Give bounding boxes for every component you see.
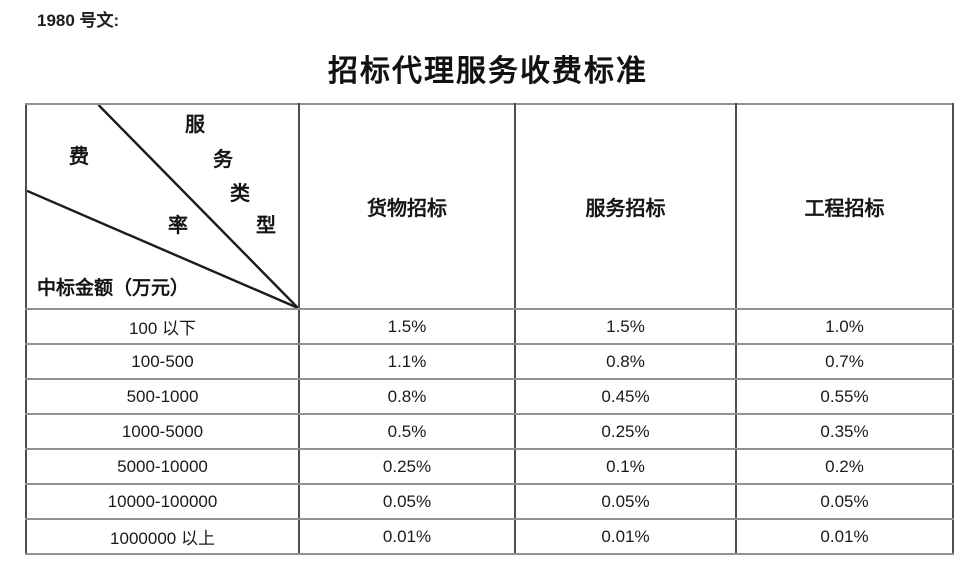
table-row: 1000-5000 0.5% 0.25% 0.35% xyxy=(25,413,954,450)
table-row: 500-1000 0.8% 0.45% 0.55% xyxy=(25,378,954,415)
works-rate-cell: 0.55% xyxy=(735,378,954,415)
service-rate-cell: 0.45% xyxy=(514,378,737,415)
amount-range-cell: 1000-5000 xyxy=(25,413,300,450)
table-row: 100 以下 1.5% 1.5% 1.0% xyxy=(25,308,954,345)
service-rate-cell: 0.01% xyxy=(514,518,737,555)
goods-rate-cell: 1.5% xyxy=(298,308,516,345)
table-header-row: 费 服 务 类 率 型 中标金额（万元） 货物招标 服务招标 工程招标 xyxy=(25,103,954,310)
corner-word-fee-1: 费 xyxy=(69,146,89,168)
goods-rate-cell: 1.1% xyxy=(298,343,516,380)
service-rate-cell: 0.25% xyxy=(514,413,737,450)
amount-range-cell: 5000-10000 xyxy=(25,448,300,485)
corner-word-fee-2: 率 xyxy=(168,215,188,237)
corner-word-type-2: 务 xyxy=(213,149,233,171)
works-rate-cell: 0.2% xyxy=(735,448,954,485)
row-axis-label: 中标金额（万元） xyxy=(37,278,190,299)
works-rate-cell: 0.7% xyxy=(735,343,954,380)
works-rate-cell: 0.05% xyxy=(735,483,954,520)
service-rate-cell: 0.1% xyxy=(514,448,737,485)
works-rate-cell: 1.0% xyxy=(735,308,954,345)
table-row: 10000-100000 0.05% 0.05% 0.05% xyxy=(25,483,954,520)
table-row: 5000-10000 0.25% 0.1% 0.2% xyxy=(25,448,954,485)
goods-rate-cell: 0.8% xyxy=(298,378,516,415)
col-header-services: 服务招标 xyxy=(514,103,737,310)
amount-range-cell: 1000000 以上 xyxy=(25,518,300,555)
goods-rate-cell: 0.5% xyxy=(298,413,516,450)
service-rate-cell: 0.8% xyxy=(514,343,737,380)
amount-range-cell: 10000-100000 xyxy=(25,483,300,520)
doc-number-label: 1980 号文: xyxy=(37,11,120,30)
service-rate-cell: 0.05% xyxy=(514,483,737,520)
table-row: 100-500 1.1% 0.8% 0.7% xyxy=(25,343,954,380)
amount-range-cell: 100 以下 xyxy=(25,308,300,345)
col-header-goods: 货物招标 xyxy=(298,103,516,310)
service-rate-cell: 1.5% xyxy=(514,308,737,345)
goods-rate-cell: 0.05% xyxy=(298,483,516,520)
amount-range-cell: 100-500 xyxy=(25,343,300,380)
corner-word-type-4: 型 xyxy=(256,215,276,237)
works-rate-cell: 0.35% xyxy=(735,413,954,450)
diagonal-header-cell: 费 服 务 类 率 型 中标金额（万元） xyxy=(25,103,300,310)
goods-rate-cell: 0.01% xyxy=(298,518,516,555)
fee-standard-table: 费 服 务 类 率 型 中标金额（万元） 货物招标 服务招标 工程招标 100 … xyxy=(25,103,954,555)
table-row: 1000000 以上 0.01% 0.01% 0.01% xyxy=(25,518,954,555)
col-header-works: 工程招标 xyxy=(735,103,954,310)
diagonal-lines xyxy=(27,105,298,308)
goods-rate-cell: 0.25% xyxy=(298,448,516,485)
amount-range-cell: 500-1000 xyxy=(25,378,300,415)
corner-word-type-1: 服 xyxy=(185,114,205,136)
page-title: 招标代理服务收费标准 xyxy=(328,55,648,88)
corner-word-type-3: 类 xyxy=(230,183,250,205)
works-rate-cell: 0.01% xyxy=(735,518,954,555)
